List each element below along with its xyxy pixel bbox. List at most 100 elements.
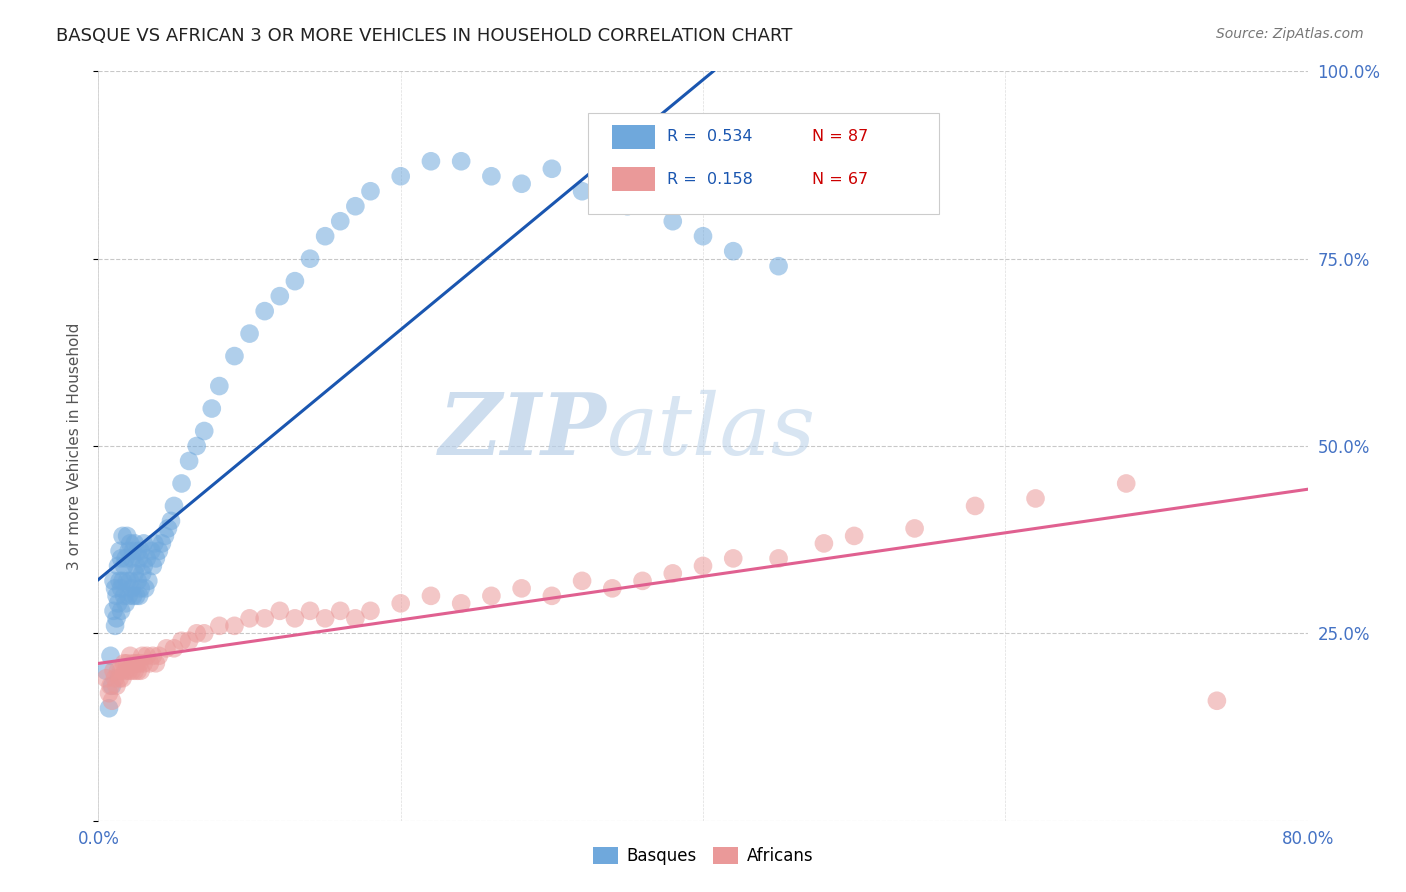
FancyBboxPatch shape xyxy=(613,168,655,191)
Point xyxy=(122,589,145,603)
Point xyxy=(208,619,231,633)
Point xyxy=(723,244,745,259)
Point xyxy=(94,671,117,685)
Text: R =  0.534: R = 0.534 xyxy=(666,129,752,144)
Point xyxy=(299,252,322,266)
Point xyxy=(112,558,135,573)
Point xyxy=(132,657,155,671)
Point xyxy=(110,551,132,566)
Point xyxy=(329,214,352,228)
Point xyxy=(540,161,562,176)
Point xyxy=(129,544,152,558)
Point xyxy=(224,349,246,363)
Point xyxy=(121,582,143,596)
Point xyxy=(120,574,142,588)
Point xyxy=(125,589,148,603)
Point xyxy=(844,529,866,543)
Point xyxy=(420,154,443,169)
Point xyxy=(616,199,638,213)
Point xyxy=(112,589,135,603)
Point xyxy=(135,551,157,566)
Point xyxy=(98,686,121,700)
Point xyxy=(105,589,128,603)
FancyBboxPatch shape xyxy=(588,112,939,214)
Point xyxy=(129,664,152,678)
Point xyxy=(481,169,503,184)
Text: ZIP: ZIP xyxy=(439,389,606,473)
Point xyxy=(112,657,135,671)
Point xyxy=(128,657,150,671)
Point xyxy=(631,574,654,588)
Point xyxy=(131,566,153,581)
Point xyxy=(510,177,533,191)
Point xyxy=(299,604,322,618)
Point xyxy=(105,611,128,625)
Point xyxy=(148,648,170,663)
Point xyxy=(101,694,124,708)
Point xyxy=(124,536,146,550)
Point xyxy=(118,589,141,603)
Text: R =  0.158: R = 0.158 xyxy=(666,172,752,186)
Point xyxy=(420,589,443,603)
Point xyxy=(139,657,162,671)
Point xyxy=(104,582,127,596)
Point xyxy=(269,604,291,618)
Point xyxy=(131,648,153,663)
Point xyxy=(121,664,143,678)
Point xyxy=(128,589,150,603)
FancyBboxPatch shape xyxy=(613,125,655,149)
Point xyxy=(813,536,835,550)
Point xyxy=(965,499,987,513)
Point xyxy=(155,641,177,656)
Point xyxy=(148,544,170,558)
Point xyxy=(661,566,683,581)
Point xyxy=(145,657,167,671)
Point xyxy=(108,574,131,588)
Point xyxy=(122,544,145,558)
Point xyxy=(314,611,336,625)
Point xyxy=(114,596,136,610)
Point xyxy=(186,626,208,640)
Point xyxy=(132,536,155,550)
Point xyxy=(692,558,714,573)
Point xyxy=(94,664,117,678)
Point xyxy=(103,574,125,588)
Point xyxy=(329,604,352,618)
Point xyxy=(127,574,149,588)
Text: N = 87: N = 87 xyxy=(811,129,868,144)
Point xyxy=(100,648,122,663)
Point xyxy=(110,664,132,678)
Point xyxy=(128,551,150,566)
Point xyxy=(108,544,131,558)
Point xyxy=(120,648,142,663)
Point xyxy=(179,633,201,648)
Point xyxy=(201,401,224,416)
Point xyxy=(110,582,132,596)
Point xyxy=(284,274,307,288)
Text: BASQUE VS AFRICAN 3 OR MORE VEHICLES IN HOUSEHOLD CORRELATION CHART: BASQUE VS AFRICAN 3 OR MORE VEHICLES IN … xyxy=(56,27,793,45)
Point xyxy=(314,229,336,244)
Point xyxy=(1115,476,1137,491)
Text: Source: ZipAtlas.com: Source: ZipAtlas.com xyxy=(1216,27,1364,41)
Point xyxy=(150,536,173,550)
Point xyxy=(98,701,121,715)
Point xyxy=(186,439,208,453)
Point xyxy=(110,604,132,618)
Point xyxy=(156,521,179,535)
Point xyxy=(723,551,745,566)
Point xyxy=(107,596,129,610)
Point xyxy=(114,551,136,566)
Point xyxy=(121,551,143,566)
Point xyxy=(170,633,193,648)
Point xyxy=(239,326,262,341)
Point xyxy=(125,558,148,573)
Point xyxy=(125,657,148,671)
Point xyxy=(450,154,472,169)
Point xyxy=(450,596,472,610)
Point xyxy=(118,664,141,678)
Point xyxy=(193,424,215,438)
Point xyxy=(107,664,129,678)
Point xyxy=(269,289,291,303)
Point xyxy=(114,664,136,678)
Point xyxy=(115,574,138,588)
